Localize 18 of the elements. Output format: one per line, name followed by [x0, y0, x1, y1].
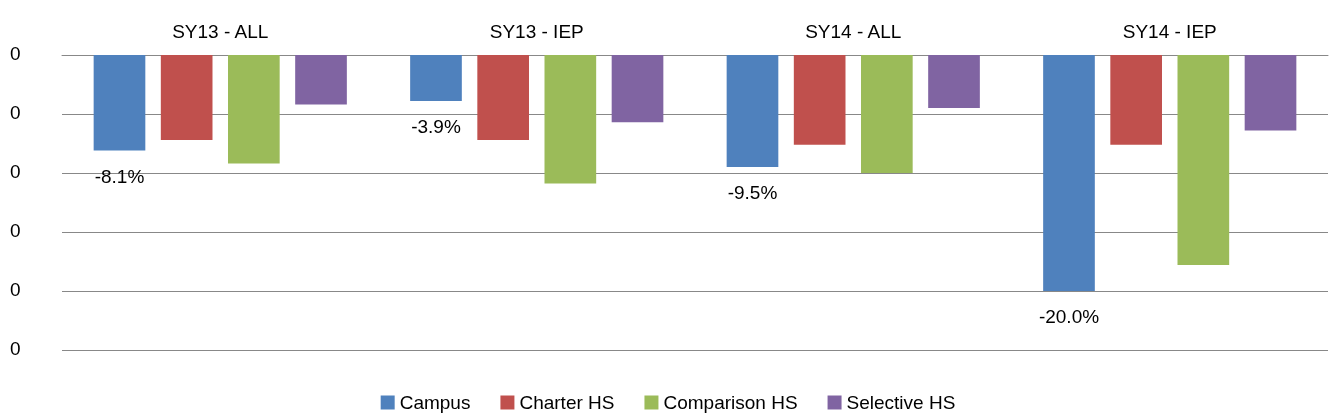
x-tick-label: SY14 - IEP — [1122, 21, 1217, 42]
x-tick-label: SY13 - ALL — [172, 21, 269, 42]
text: 0 — [10, 43, 21, 64]
data-label: -3.9% — [411, 116, 461, 138]
legend-label: Campus — [399, 392, 471, 413]
text: 0 — [10, 220, 21, 241]
legend-label: Charter HS — [519, 392, 615, 413]
data-label: -20.0% — [1038, 306, 1100, 327]
text: 0 — [10, 279, 21, 300]
legend-label: Comparison HS — [663, 392, 798, 413]
data-label: -9.5% — [727, 182, 778, 204]
x-tick-label: SY14 - ALL — [805, 21, 902, 42]
legend-label: Selective HS — [846, 392, 956, 413]
x-tick-label: SY13 - IEP — [489, 21, 584, 42]
text: 0 — [10, 338, 21, 359]
text: 0 — [10, 102, 21, 123]
data-label: -8.1% — [94, 165, 145, 187]
text: 0 — [10, 161, 21, 182]
